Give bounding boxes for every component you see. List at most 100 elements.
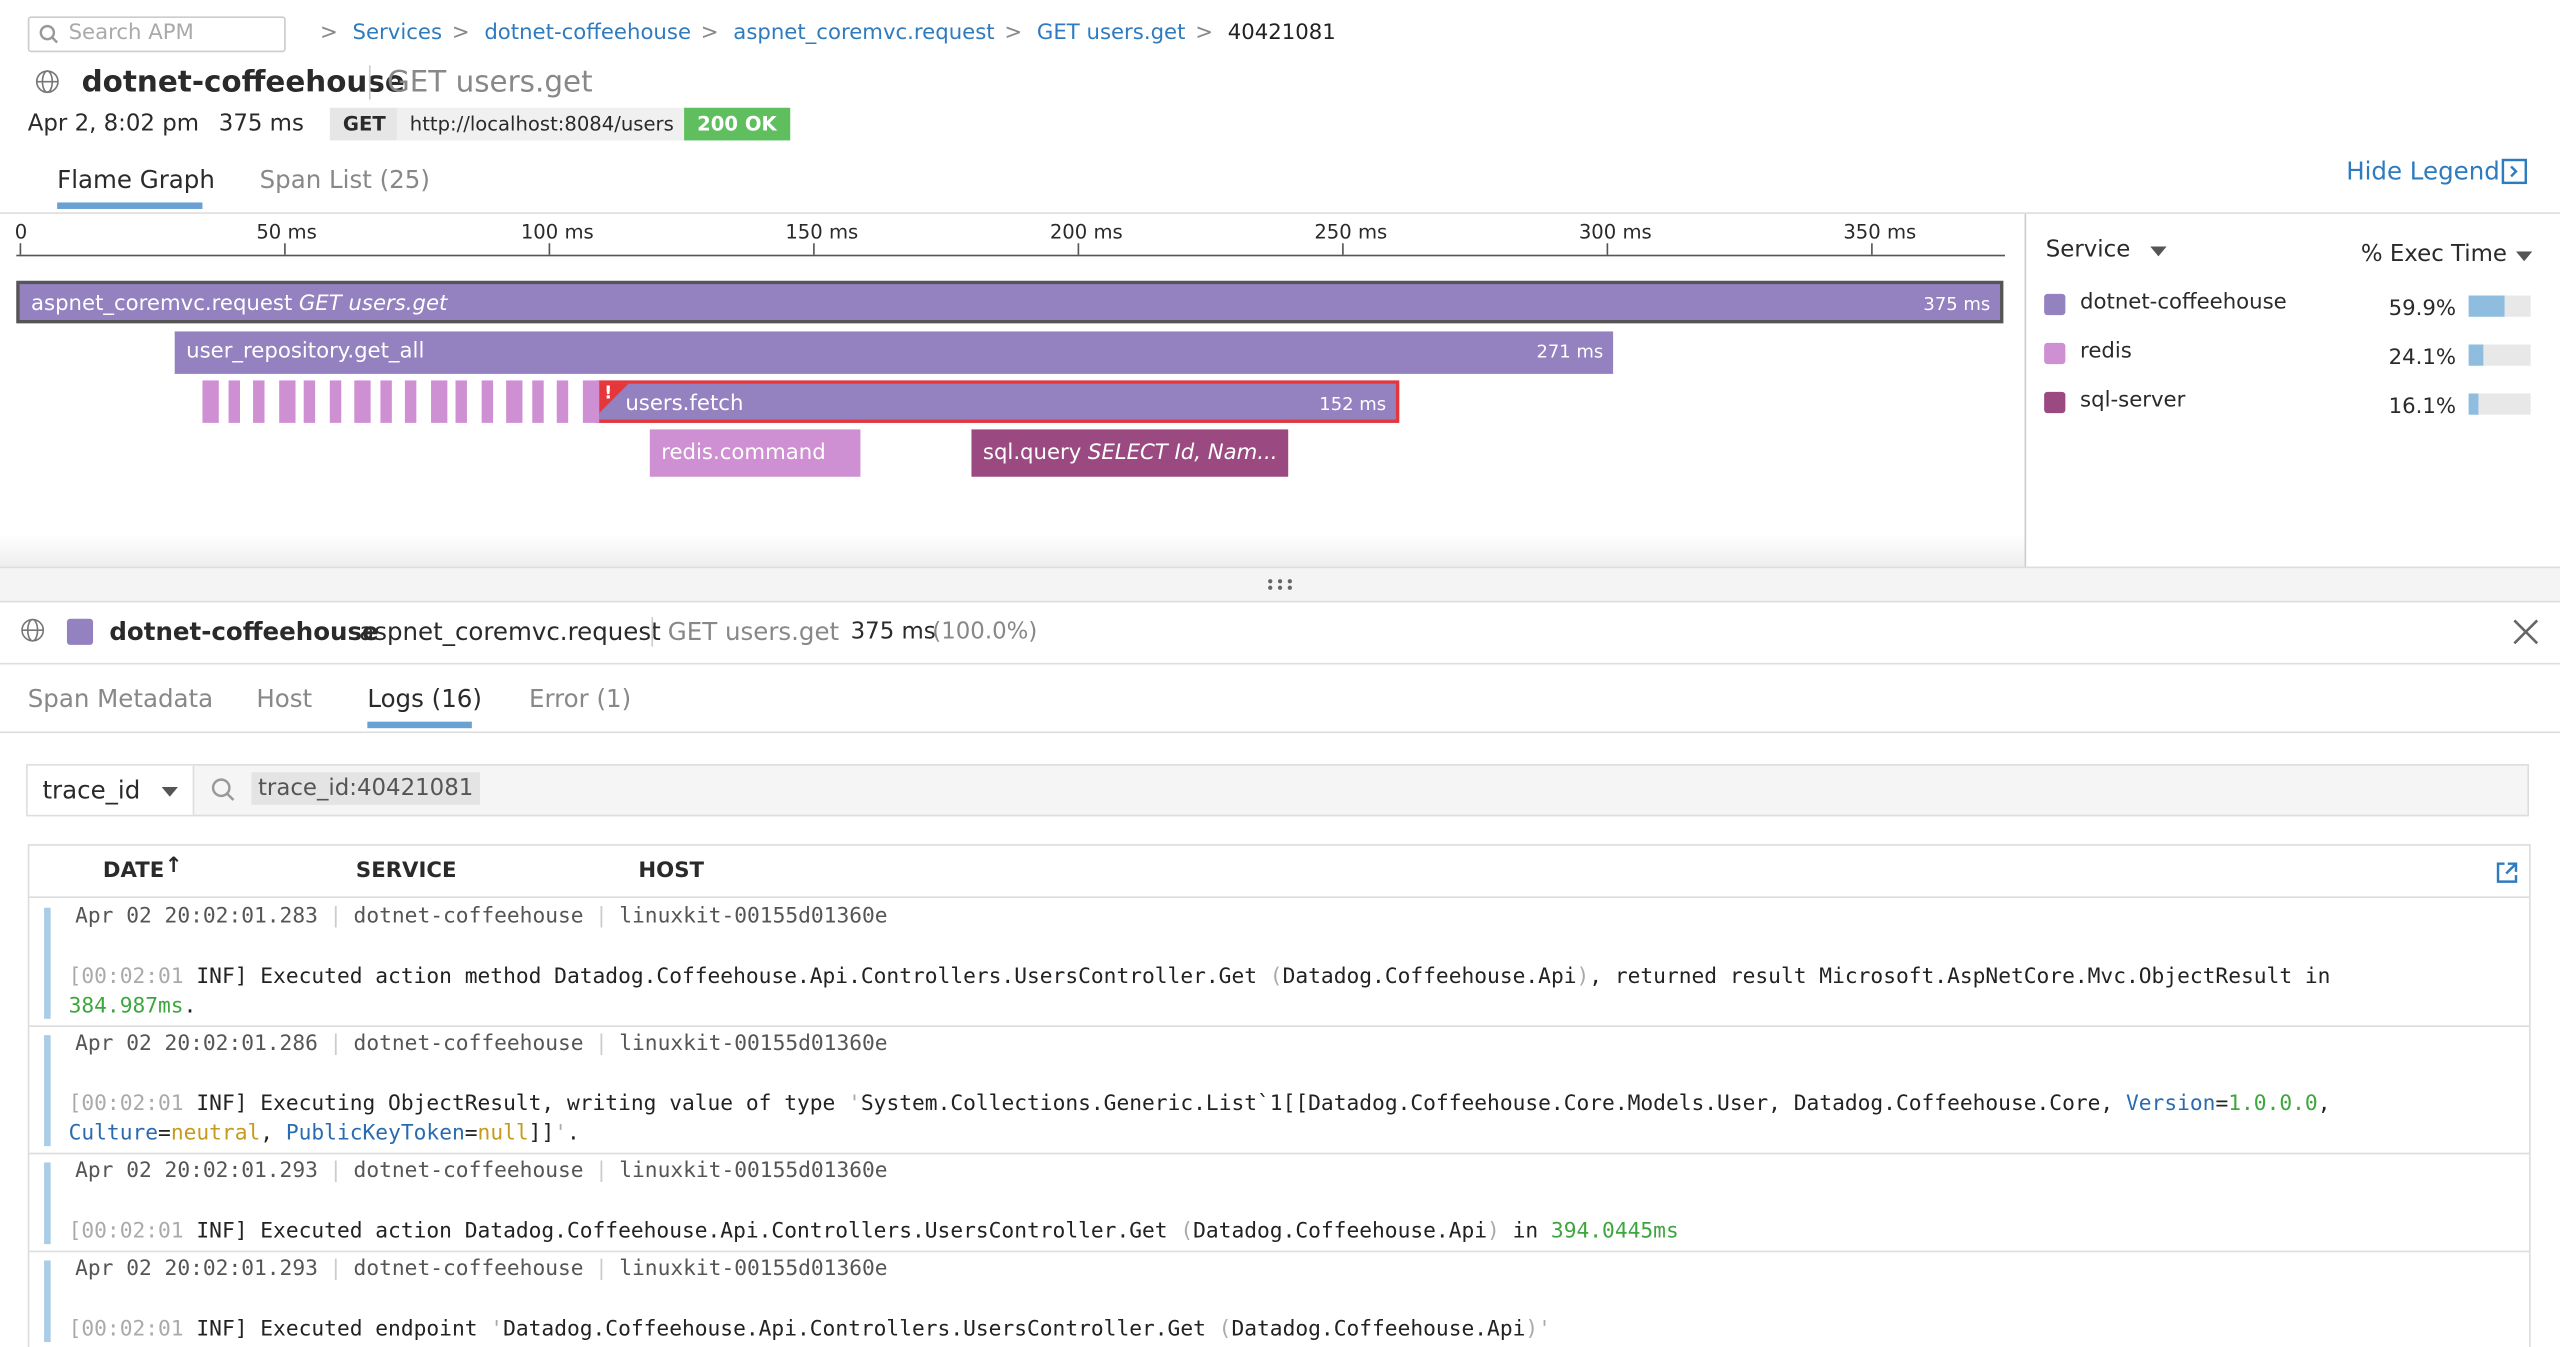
status-bar — [44, 1035, 51, 1147]
redis-span[interactable] — [379, 380, 392, 423]
log-row[interactable]: Apr 02 20:02:01.293 | dotnet-coffeehouse | l… — [29, 1251, 2529, 1347]
span-name: aspnet_coremvc.request — [31, 292, 293, 317]
query[interactable]: trace_id:40421081 — [251, 772, 480, 805]
span-bar[interactable]: ! users.fetch 152 ms — [595, 380, 1400, 423]
axis-label: 300 ms — [1578, 220, 1652, 244]
separator: | — [329, 1159, 343, 1184]
dropdown-caret — [2150, 246, 2167, 257]
tab-error[interactable]: Error (1) — [528, 684, 632, 714]
separator: | — [329, 1031, 343, 1057]
span-resource: GET users.get — [298, 292, 448, 317]
log-row[interactable]: Apr 02 20:02:01.293 | dotnet-coffeehouse | l… — [29, 1153, 2530, 1253]
redis-span[interactable] — [506, 380, 523, 423]
axis-tick — [1606, 243, 1609, 255]
tab-flame-graph[interactable]: Flame Graph — [57, 165, 215, 209]
span-service: dotnet-coffeehouse — [109, 617, 379, 647]
breadcrumb[interactable]: aspnet_coremvc.request — [733, 21, 995, 46]
hide-legend[interactable]: Hide Legend — [2346, 156, 2500, 187]
tab-host[interactable]: Host — [256, 684, 313, 714]
redis-span[interactable] — [556, 380, 569, 423]
divider — [2024, 213, 2027, 567]
column-header[interactable]: DATE — [102, 858, 165, 884]
legend-bar-fill — [2468, 344, 2484, 366]
service-swatch — [66, 618, 94, 645]
redis-span[interactable] — [303, 380, 316, 423]
message-part: System.Collections.Generic.List`1[[Datad… — [860, 1092, 2126, 1117]
redis-span[interactable] — [328, 380, 341, 423]
tab-span-list[interactable]: Span List (25) — [259, 164, 430, 195]
axis-label: 100 ms — [520, 220, 594, 244]
tab-span-metadata[interactable]: Span Metadata — [27, 684, 214, 714]
breadcrumb-separator: > — [1004, 21, 1023, 46]
message-part: INF] Executed action method Datadog.Coff… — [183, 964, 1270, 990]
redis-span[interactable] — [227, 380, 240, 423]
tab-logs[interactable]: Logs (16) — [367, 684, 482, 729]
axis-tick — [548, 243, 551, 255]
message-part: INF] Executed endpoint — [183, 1317, 491, 1343]
message-part: , — [260, 1121, 286, 1147]
message-part: ) — [1525, 1317, 1539, 1343]
legend-name: redis — [2080, 339, 2132, 365]
trace-date: Apr 2, 8:02 pm — [27, 111, 200, 138]
legend-metric[interactable]: % Exec Time — [2360, 241, 2507, 268]
axis-tick — [1077, 243, 1080, 255]
dropdown-caret — [161, 786, 178, 797]
span-bar[interactable]: user_repository.get_all 271 ms — [174, 331, 1614, 374]
sort-icon[interactable]: ↑ — [164, 853, 183, 879]
breadcrumb[interactable]: GET users.get — [1036, 21, 1186, 46]
axis-label: 200 ms — [1049, 220, 1123, 244]
breadcrumb[interactable]: Services — [352, 21, 443, 46]
close-button[interactable] — [2511, 617, 2540, 646]
redis-span[interactable] — [531, 380, 543, 423]
span-bar[interactable]: aspnet_coremvc.request GET users.get 375 m… — [16, 280, 2004, 324]
span-name: redis.command — [661, 440, 826, 466]
log-row[interactable]: Apr 02 20:02:01.286 | dotnet-coffeehouse | l… — [29, 1025, 2530, 1155]
open-in-logs-icon[interactable] — [2495, 860, 2519, 884]
message-part: 00:02:01 — [81, 1317, 184, 1343]
legend-toggle-icon[interactable] — [2501, 158, 2528, 185]
message-part: ' — [1538, 1317, 1551, 1343]
legend-bar — [2468, 393, 2531, 415]
log-message: [00:02:01 INF] Executed endpoint 'Datado… — [69, 1316, 2420, 1345]
search-box[interactable]: Search APM — [27, 16, 286, 53]
span-name: sql.query — [982, 440, 1082, 466]
column-header[interactable]: SERVICE — [355, 858, 457, 884]
message-part: null — [477, 1121, 529, 1147]
log-date: Apr 02 20:02:01.293 — [75, 1159, 318, 1184]
facet-select[interactable]: trace_id — [27, 765, 195, 815]
log-date: Apr 02 20:02:01.286 — [75, 1031, 318, 1057]
redis-span[interactable] — [404, 380, 417, 423]
redis-span[interactable] — [202, 380, 219, 423]
redis-span[interactable] — [278, 380, 295, 423]
log-message: [00:02:01 INF] Executing ObjectResult, w… — [69, 1091, 2420, 1150]
status-bar — [44, 1162, 51, 1245]
message-part: [ — [68, 1092, 82, 1117]
column-header[interactable]: HOST — [638, 858, 704, 884]
legend-group-by[interactable]: Service — [2045, 236, 2131, 263]
span-duration: 271 ms — [1536, 341, 1604, 363]
breadcrumb[interactable]: dotnet-coffeehouse — [484, 21, 692, 46]
log-service: dotnet-coffeehouse — [353, 1257, 584, 1282]
search-icon — [39, 24, 59, 44]
legend-swatch — [2044, 391, 2066, 414]
breadcrumbs: > Services > dotnet-coffeehouse > aspnet_core… — [310, 21, 1336, 45]
span-duration: 375 ms — [850, 618, 936, 645]
redis-span[interactable] — [582, 380, 599, 423]
redis-span[interactable] — [480, 380, 493, 423]
legend-swatch — [2044, 342, 2066, 365]
redis-span[interactable] — [430, 380, 447, 423]
resize-handle[interactable] — [0, 566, 2560, 603]
error-flag — [599, 383, 629, 414]
divider — [29, 896, 2530, 898]
redis-span[interactable] — [354, 380, 371, 423]
message-part: Datadog.Coffeehouse.Api.Controllers.User… — [503, 1317, 1219, 1343]
redis-span[interactable] — [455, 380, 467, 423]
fade — [0, 533, 2025, 567]
redis-span[interactable] — [253, 380, 265, 423]
span-bar[interactable]: redis.command — [649, 429, 861, 477]
span-bar[interactable]: sql.query SELECT Id, Nam... — [971, 429, 1289, 477]
log-row[interactable]: Apr 02 20:02:01.283 | dotnet-coffeehouse | l… — [29, 898, 2530, 1027]
message-part: = — [2215, 1092, 2229, 1117]
separator: | — [595, 1159, 608, 1184]
